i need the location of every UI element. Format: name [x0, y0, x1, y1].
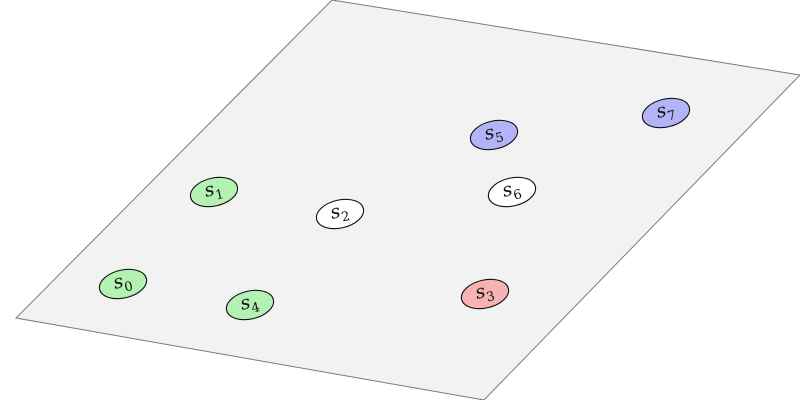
plane	[16, 0, 800, 400]
